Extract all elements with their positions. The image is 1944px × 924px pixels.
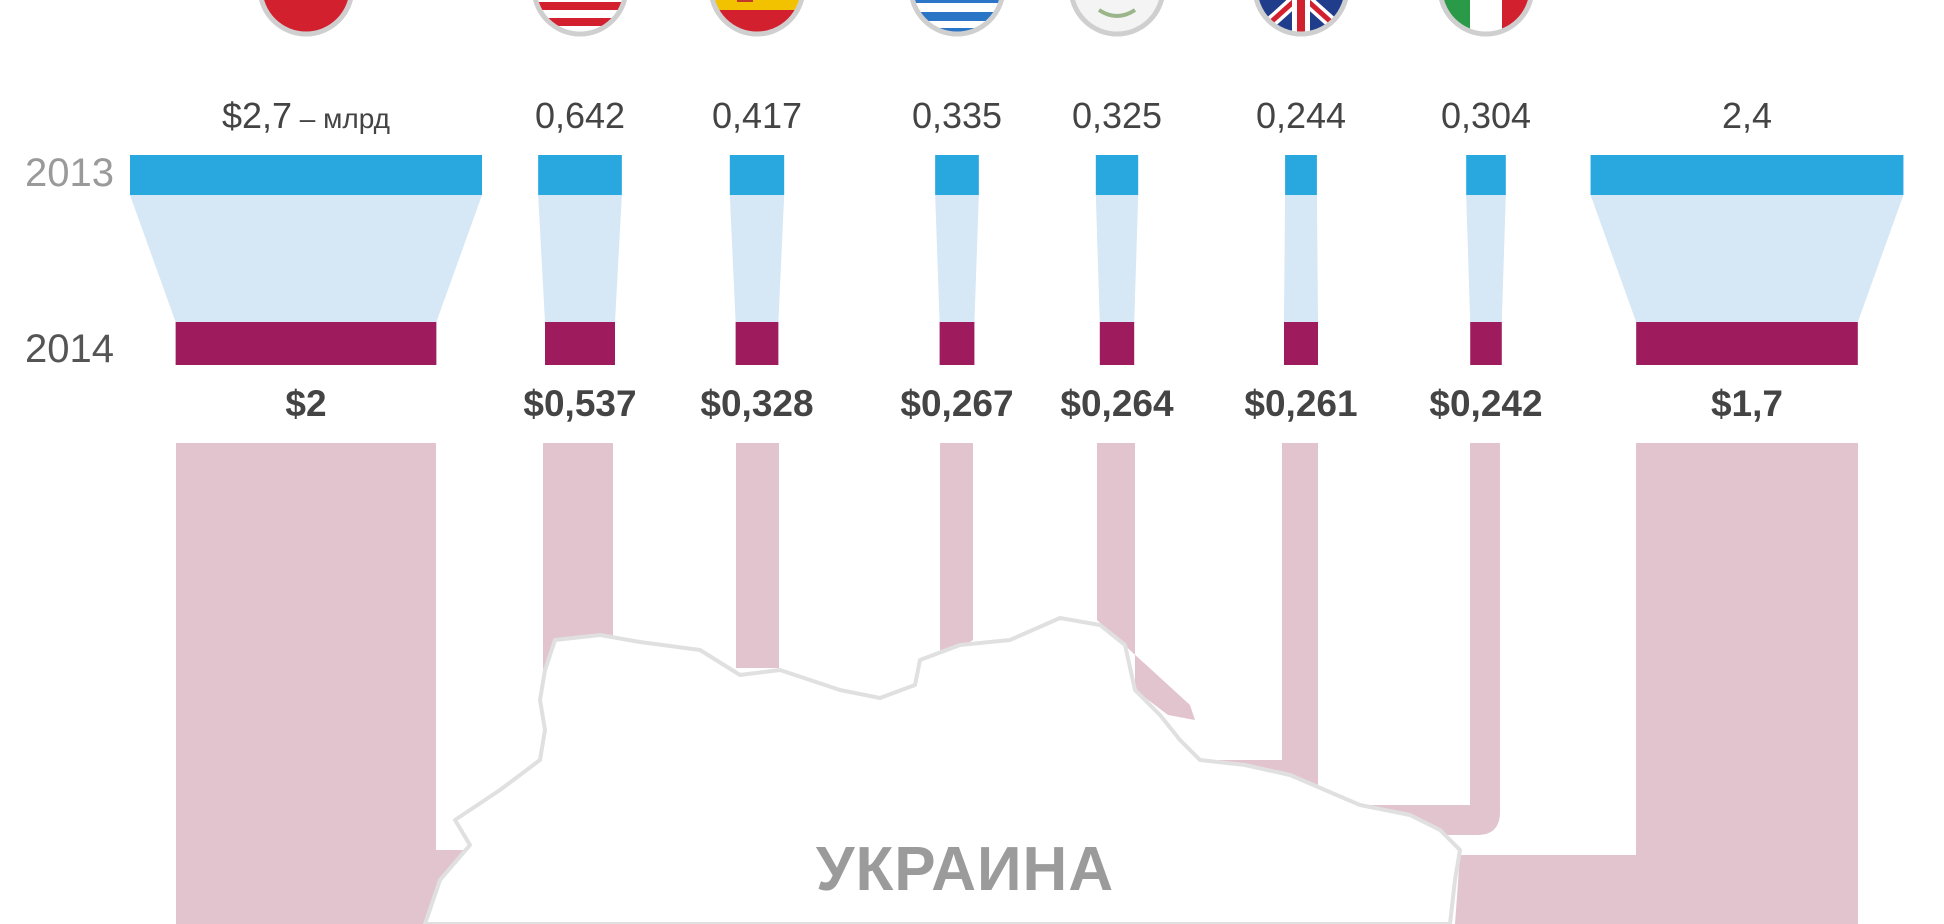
greece-flag	[910, 0, 1004, 37]
connector-band	[1466, 195, 1506, 322]
bar-2013	[1590, 155, 1904, 195]
value-label-2014: $0,267	[900, 383, 1013, 424]
bar-2013	[1285, 155, 1317, 195]
value-label-2013: 0,244	[1256, 95, 1346, 136]
bar-2014	[1470, 322, 1502, 365]
bar-2013	[729, 155, 785, 195]
bar-2013	[1466, 155, 1506, 195]
bar-2013	[935, 155, 979, 195]
italy-flag	[1439, 0, 1533, 37]
usa-flag	[533, 0, 627, 37]
bar-2014	[1099, 322, 1135, 365]
bar-2014	[544, 322, 616, 365]
value-label-2013: 0,304	[1441, 95, 1531, 136]
uk-flag	[1254, 0, 1348, 37]
year-label-2013: 2013	[25, 151, 114, 195]
flow-streams	[176, 443, 1858, 924]
value-label-2013: 0,417	[712, 95, 802, 136]
flow-stream	[1182, 443, 1318, 810]
russia-flag	[259, 0, 353, 37]
flow-stream	[1097, 443, 1195, 720]
value-label-2014: $2	[285, 383, 326, 424]
cyprus-flag	[1070, 0, 1164, 37]
bar-2014	[1636, 322, 1858, 365]
value-label-2014: $1,7	[1711, 383, 1783, 424]
flow-stream	[1455, 443, 1858, 924]
bars-layer	[130, 155, 1904, 365]
value-label-2014: $0,242	[1429, 383, 1542, 424]
flags-layer	[259, 0, 1533, 37]
connector-band	[130, 195, 482, 322]
year-label-2014: 2014	[25, 327, 114, 371]
value-label-2013: $2,7 – млрд	[222, 95, 390, 136]
bar-2014	[175, 322, 437, 365]
bar-2014	[735, 322, 779, 365]
value-label-2014: $0,537	[523, 383, 636, 424]
bar-2013	[1095, 155, 1139, 195]
connector-band	[1590, 195, 1904, 322]
spain-flag	[710, 0, 804, 37]
value-label-2013: 0,335	[912, 95, 1002, 136]
value-label-2013: 2,4	[1722, 95, 1772, 136]
bar-2013	[538, 155, 622, 195]
connector-band	[1095, 195, 1139, 322]
flow-stream	[736, 443, 779, 668]
bar-2014	[1283, 322, 1319, 365]
bar-2013	[130, 155, 482, 195]
connector-band	[538, 195, 622, 322]
value-label-2014: $0,261	[1244, 383, 1357, 424]
value-label-2014: $0,264	[1060, 383, 1174, 424]
ukraine-map-label: УКРАИНА	[816, 835, 1114, 904]
flow-stream	[176, 443, 470, 924]
bar-2014	[939, 322, 975, 365]
ukraine-map-outline	[423, 616, 1462, 924]
value-label-2013: 0,325	[1072, 95, 1162, 136]
connector-band	[729, 195, 785, 322]
connector-band	[1283, 195, 1319, 322]
flow-stream	[1330, 443, 1500, 835]
flow-stream	[940, 443, 973, 660]
value-label-2013: 0,642	[535, 95, 625, 136]
labels-layer: 2013 2014 $2,7 – млрд $2 0,642 $0,537 0,417 $…	[25, 95, 1783, 424]
value-label-2014: $0,328	[700, 383, 813, 424]
ukraine-map: УКРАИНА	[423, 616, 1462, 924]
connector-band	[935, 195, 979, 322]
